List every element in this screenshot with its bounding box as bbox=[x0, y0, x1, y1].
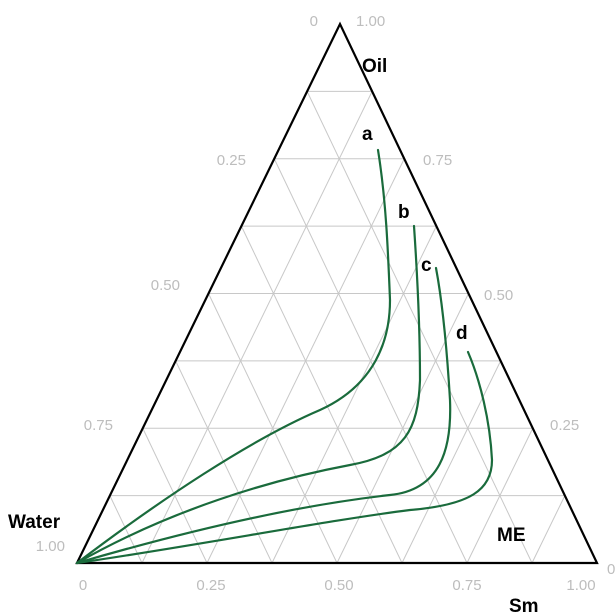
left-tick-0.25: 0.25 bbox=[217, 152, 246, 169]
grid-line-right-parallel bbox=[109, 495, 143, 564]
right-tick-0.25: 0.25 bbox=[550, 417, 579, 434]
region-label-me: ME bbox=[497, 525, 526, 546]
right-tick-0.75: 0.75 bbox=[423, 152, 452, 169]
bottom-tick-0.50: 0.50 bbox=[324, 577, 353, 594]
boundary-curves bbox=[75, 148, 494, 565]
grid-line-left-parallel bbox=[271, 225, 437, 564]
left-tick-1.00: 1.00 bbox=[36, 538, 65, 555]
bottom-tick-1.00: 1.00 bbox=[566, 577, 595, 594]
curve-a bbox=[75, 148, 392, 565]
corner-label-oil: Oil bbox=[362, 56, 387, 77]
left-tick-0.75: 0.75 bbox=[84, 417, 113, 434]
bottom-tick-0.75: 0.75 bbox=[452, 577, 481, 594]
left-tick-apex: 0 bbox=[310, 13, 318, 30]
grid-line-right-parallel bbox=[240, 225, 403, 564]
grid-line-left-parallel bbox=[531, 495, 566, 564]
bottom-tick-0: 0 bbox=[79, 577, 87, 594]
ternary-grid bbox=[109, 90, 566, 564]
grid-line-left-parallel bbox=[141, 91, 373, 564]
right-tick-apex: 1.00 bbox=[356, 13, 385, 30]
right-tick-0.50: 0.50 bbox=[484, 287, 513, 304]
curve-label-d: d bbox=[456, 323, 468, 344]
curve-d bbox=[75, 350, 494, 565]
curve-label-a: a bbox=[362, 124, 373, 145]
curve-b bbox=[75, 224, 422, 565]
left-tick-0.50: 0.50 bbox=[151, 277, 180, 294]
triangle-frame bbox=[75, 21, 599, 565]
corner-label-water: Water bbox=[8, 512, 61, 533]
corner-label-sm: Sm bbox=[509, 596, 539, 616]
grid-line-left-parallel bbox=[401, 360, 502, 564]
curve-label-c: c bbox=[421, 255, 432, 276]
right-tick-0: 0 bbox=[607, 561, 615, 578]
curve-label-b: b bbox=[398, 202, 410, 223]
bottom-tick-0.25: 0.25 bbox=[196, 577, 225, 594]
curve-c bbox=[75, 266, 452, 565]
